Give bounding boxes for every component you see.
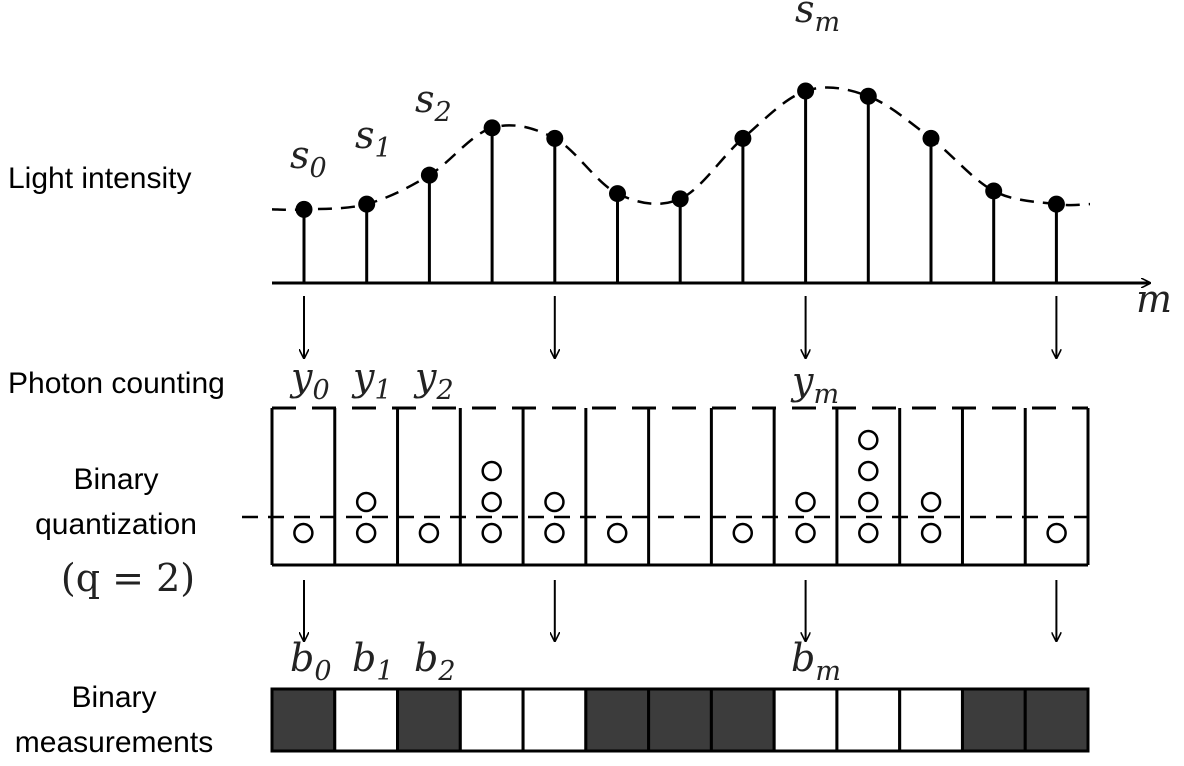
photon-count-labels: y0 y1 y2 ym [289, 355, 839, 410]
intensity-sample-dot [922, 129, 940, 147]
measurement-cell-one [396, 687, 462, 753]
photon [544, 522, 565, 544]
photon [293, 522, 314, 544]
measurement-cell-one [584, 687, 651, 753]
photon [355, 491, 377, 513]
photon [795, 491, 816, 513]
measurement-cell-zero [898, 687, 964, 753]
count-label-y0: y0 [289, 355, 330, 406]
photon [732, 522, 754, 544]
binary-quantization-label-line1: Binary [73, 463, 158, 496]
count-label-ym: ym [790, 359, 839, 410]
intensity-label-s0: s0 [290, 133, 327, 184]
measurement-cell-zero [333, 687, 400, 753]
photon-bins [242, 406, 1090, 567]
light-intensity-label: Light intensity [8, 162, 191, 195]
photon [481, 522, 502, 544]
photon [920, 491, 942, 513]
photon [795, 522, 816, 544]
intensity-sample-dot [483, 119, 501, 137]
intensity-sample-dot [1047, 195, 1065, 213]
binary-measurement-strip [270, 687, 1090, 753]
photons [293, 429, 1067, 544]
intensity-sample-dot [546, 129, 564, 147]
transition-arrows [304, 296, 1056, 641]
binary-measurements-label-line1: Binary [71, 681, 156, 714]
measurement-label-bm: bm [791, 636, 841, 687]
photon [858, 491, 879, 513]
measurement-cell-zero [521, 687, 588, 753]
measurement-labels: b0 b1 b2 bm [290, 636, 841, 687]
photon [481, 491, 502, 513]
photon-counting-label: Photon counting [8, 367, 225, 400]
intensity-sample-dot [734, 129, 752, 147]
intensity-sample-dot [859, 87, 877, 105]
intensity-curve [271, 86, 1091, 211]
photon [1046, 522, 1067, 544]
measurement-label-b1: b1 [352, 636, 394, 687]
intensity-sample-dot [420, 166, 438, 184]
measurement-cell-zero [458, 687, 525, 753]
count-label-y1: y1 [351, 355, 392, 406]
binary-measurements-label-line2: measurements [15, 726, 213, 759]
intensity-sample-dot [358, 195, 376, 213]
q-expression: (q = 2) [61, 556, 195, 600]
intensity-sample-dot [609, 185, 626, 203]
axis-variable-label: m [1136, 277, 1172, 321]
photon [858, 429, 879, 451]
photon [606, 522, 628, 544]
measurement-cell-zero [835, 687, 902, 753]
intensity-sample-dot [797, 82, 815, 100]
photon [858, 460, 879, 482]
photon [858, 522, 879, 544]
measurement-cell-one [709, 687, 776, 753]
measurement-cell-one [270, 687, 337, 753]
measurement-cell-one [647, 687, 713, 753]
measurement-cell-one [1023, 687, 1090, 753]
measurement-cell-zero [772, 687, 839, 753]
intensity-label-s2: s2 [415, 77, 452, 128]
intensity-label-sm: sm [795, 0, 840, 38]
photon [355, 522, 377, 544]
intensity-sample-dot [671, 190, 689, 208]
intensity-label-s1: s1 [355, 113, 392, 164]
photon [481, 460, 502, 482]
photon [544, 491, 565, 513]
count-label-y2: y2 [413, 355, 454, 406]
measurement-label-b0: b0 [290, 636, 332, 687]
photon [418, 522, 440, 544]
intensity-sample-dot [985, 182, 1003, 200]
intensity-stems [295, 82, 1065, 283]
intensity-sample-labels: s0 s1 s2 sm [290, 0, 840, 184]
intensity-sample-dot [295, 200, 313, 218]
photon [920, 522, 942, 544]
binary-quantization-label-line2: quantization [35, 508, 197, 541]
measurement-label-b2: b2 [414, 636, 456, 687]
measurement-cell-one [960, 687, 1027, 753]
